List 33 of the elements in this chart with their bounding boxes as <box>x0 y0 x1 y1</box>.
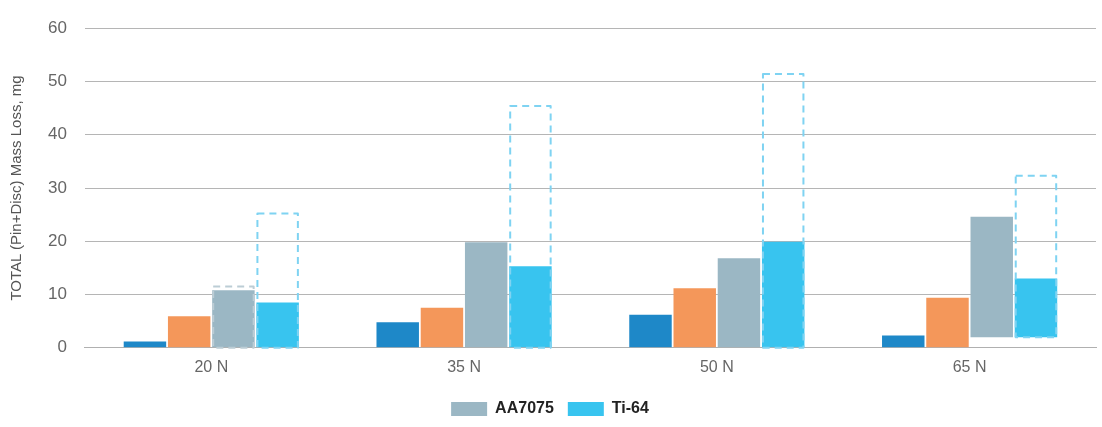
bar <box>420 307 464 348</box>
y-tick-label: 50 <box>47 71 67 91</box>
bar <box>256 212 299 349</box>
y-tick-label: 40 <box>47 124 67 144</box>
x-tick-label: 20 N <box>194 357 229 375</box>
y-tick-label: 60 <box>47 17 67 37</box>
bar <box>1014 174 1058 339</box>
bar <box>376 322 419 348</box>
bar <box>629 314 672 348</box>
y-tick-label: 10 <box>47 284 67 304</box>
bar <box>970 216 1013 338</box>
bar <box>882 335 925 348</box>
bar <box>464 242 508 348</box>
bar <box>256 302 299 348</box>
x-tick-label: 65 N <box>952 357 987 375</box>
y-axis-title: TOTAL (Pin+Disc) Mass Loss, mg <box>7 75 25 301</box>
bar <box>509 104 552 349</box>
x-tick-label: 50 N <box>699 357 734 375</box>
legend-label: AA7075 <box>495 399 554 417</box>
y-tick-label: 0 <box>57 337 67 357</box>
bar <box>167 316 211 348</box>
y-tick-label: 20 <box>47 230 67 250</box>
bar <box>123 341 167 348</box>
bar <box>509 266 552 348</box>
x-tick-label: 35 N <box>447 357 481 375</box>
bar <box>761 73 805 349</box>
bar <box>673 288 716 348</box>
bar <box>717 258 761 348</box>
bar <box>761 241 805 348</box>
y-tick-label: 30 <box>47 177 67 197</box>
legend-label: Ti-64 <box>611 399 649 417</box>
bar <box>926 297 969 348</box>
bar <box>1014 278 1058 338</box>
